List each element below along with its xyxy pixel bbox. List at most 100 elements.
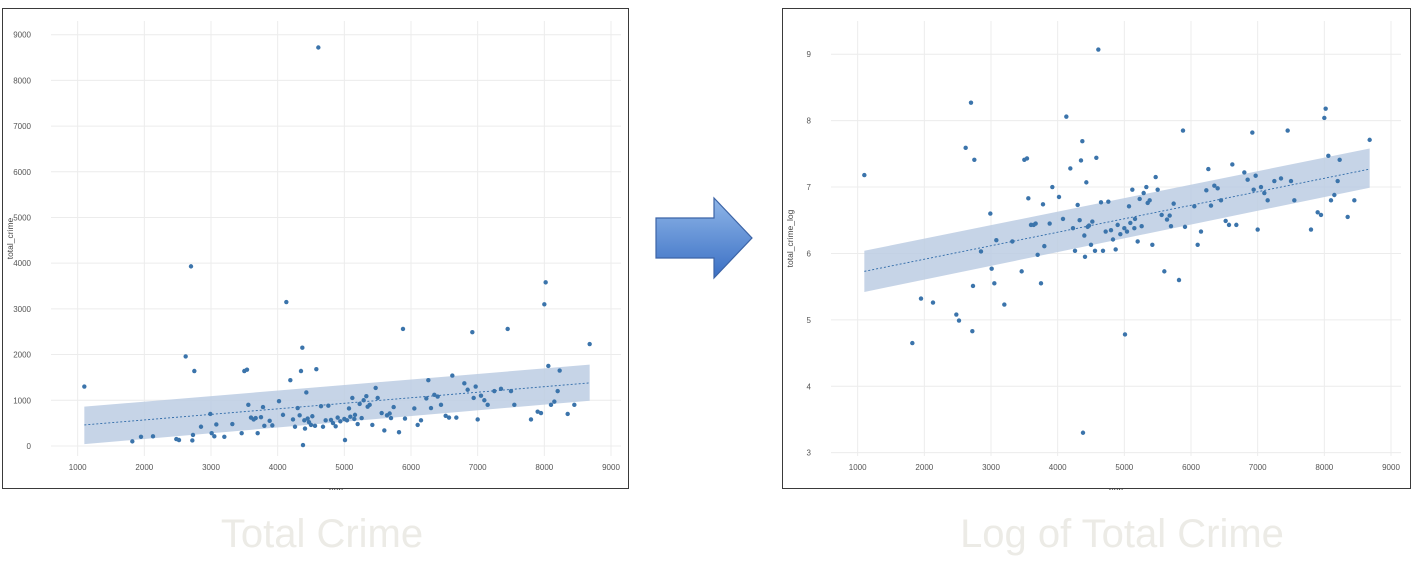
data-point [267, 418, 272, 424]
x-tick-label: 2000 [915, 463, 933, 472]
data-point [212, 434, 217, 439]
data-point [373, 385, 378, 391]
data-point [1250, 130, 1255, 135]
data-point [446, 415, 452, 420]
data-point [1195, 242, 1200, 248]
data-point [505, 326, 510, 332]
data-point [400, 326, 406, 332]
data-point [1082, 233, 1087, 238]
data-point [1285, 128, 1290, 133]
data-point [424, 396, 429, 401]
x-tick-label: 3000 [202, 463, 220, 472]
data-point [465, 387, 470, 392]
data-point [1322, 115, 1327, 121]
data-point [1115, 222, 1120, 228]
data-point [1033, 221, 1038, 226]
data-point [295, 405, 300, 411]
data-point [1245, 177, 1250, 182]
data-point [382, 428, 387, 433]
data-point [1288, 178, 1294, 184]
data-point [342, 437, 348, 443]
data-point [305, 416, 310, 421]
data-point [1308, 227, 1314, 232]
x-axis-label: pop [329, 485, 343, 490]
data-point [1122, 226, 1127, 231]
data-point [1164, 217, 1170, 222]
data-point [320, 424, 326, 429]
data-point [910, 340, 915, 346]
data-point [992, 281, 997, 286]
data-point [190, 438, 195, 443]
data-point [314, 366, 319, 372]
regression-line [864, 168, 1370, 272]
data-point [1077, 218, 1082, 223]
data-point [246, 402, 251, 408]
data-point [462, 381, 467, 386]
x-tick-label: 8000 [535, 463, 553, 472]
data-point [415, 422, 420, 428]
data-point [364, 393, 369, 399]
data-point [438, 402, 444, 408]
data-point [1096, 47, 1101, 52]
data-point [230, 421, 235, 427]
data-point [968, 100, 974, 105]
data-point [989, 266, 994, 271]
data-point [352, 412, 358, 418]
data-point [1255, 227, 1260, 232]
data-point [1218, 198, 1224, 203]
data-point [1128, 220, 1133, 226]
data-point [1110, 237, 1116, 242]
data-point [1171, 201, 1176, 206]
data-point [970, 283, 976, 289]
data-point [1088, 242, 1094, 248]
data-point [1064, 114, 1069, 119]
y-tick-label: 9000 [13, 31, 31, 40]
data-point [198, 424, 204, 429]
data-point [1042, 243, 1047, 249]
data-point [258, 414, 264, 420]
data-point [956, 318, 962, 323]
data-point [543, 280, 548, 285]
data-point [1251, 187, 1256, 192]
data-point [276, 398, 282, 404]
data-point [508, 388, 514, 394]
x-tick-label: 7000 [1249, 463, 1267, 472]
scatter-chart-total-crime: 1000 2000 3000 4000 5000 6000 7000 8000 9000 0 100… [5, 21, 621, 490]
data-point [473, 384, 478, 389]
data-point [367, 402, 372, 408]
data-point [1328, 198, 1334, 203]
y-tick-label: 8000 [13, 76, 31, 85]
y-tick-label: 3000 [13, 305, 31, 314]
data-point [302, 418, 307, 423]
y-tick-label: 6000 [13, 168, 31, 177]
data-point [183, 354, 188, 359]
data-point [470, 329, 475, 335]
data-point [298, 368, 304, 374]
data-point [535, 409, 540, 414]
x-tick-label: 6000 [1182, 463, 1200, 472]
data-point [548, 402, 554, 408]
data-point [587, 341, 592, 347]
data-point [1040, 202, 1046, 207]
data-point [280, 412, 286, 418]
data-point [1159, 212, 1164, 218]
data-point [1084, 180, 1089, 185]
data-point [1180, 128, 1186, 133]
data-point [1106, 199, 1111, 204]
data-point [1272, 178, 1277, 184]
data-point [1155, 187, 1160, 192]
data-point [388, 415, 394, 421]
data-point [391, 404, 396, 410]
data-point [485, 402, 490, 408]
data-point [262, 423, 267, 429]
data-point [1086, 223, 1092, 228]
data-point [426, 377, 431, 383]
data-point [1056, 194, 1062, 200]
data-point [1262, 190, 1267, 196]
data-point [528, 417, 534, 422]
data-point [978, 249, 984, 254]
data-point [352, 416, 357, 422]
right-arrow-icon [655, 196, 753, 280]
data-point [208, 411, 213, 417]
data-point [930, 300, 936, 305]
